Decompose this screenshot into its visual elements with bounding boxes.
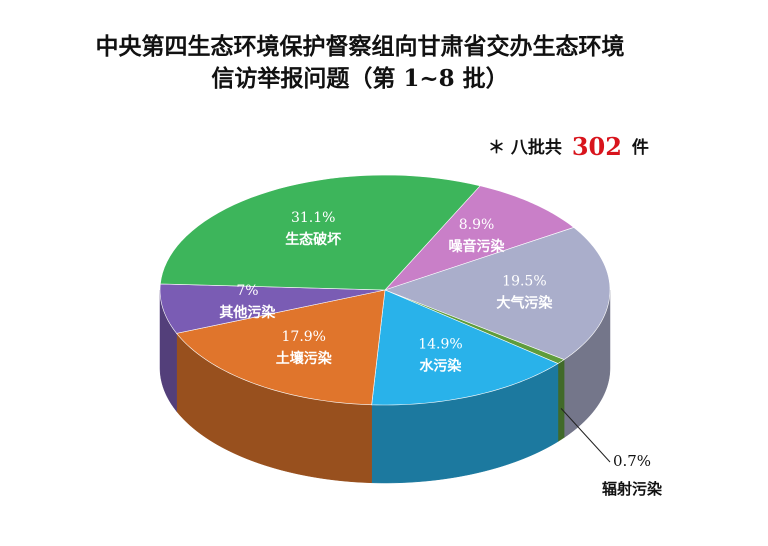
value-label: 31.1% [291, 210, 335, 226]
category-label: 大气污染 [496, 295, 553, 312]
value-label: 8.9% [459, 217, 495, 233]
slice [159, 283, 386, 335]
chart-title: 中央第四生态环境保护督察组向甘肃省交办生态环境 [96, 33, 625, 60]
value-label: 0.7% [613, 452, 651, 470]
category-label: 噪音污染 [449, 238, 506, 255]
slice [176, 289, 386, 406]
note: ＊ 八批共 302 件 [488, 132, 649, 161]
category-label: 其他污染 [219, 304, 276, 321]
value-label: 14.9% [418, 336, 462, 352]
slice [384, 185, 575, 291]
slice [384, 227, 611, 360]
value-label: 17.9% [282, 329, 326, 345]
slice [371, 289, 559, 406]
category-label: 生态破坏 [285, 231, 341, 248]
leader-line [560, 408, 611, 463]
value-label: 7% [236, 283, 258, 299]
note-unit: 件 [632, 137, 649, 158]
chart-subtitle: 信访举报问题（第 1~8 批） [211, 65, 508, 92]
slice [160, 174, 481, 291]
category-label: 辐射污染 [602, 480, 663, 498]
note-count: 302 [572, 132, 622, 161]
slice-side [557, 359, 565, 442]
note-prefix: ＊ 八批共 [488, 137, 562, 158]
value-label: 19.5% [502, 274, 546, 290]
category-label: 水污染 [419, 357, 462, 374]
slice [384, 289, 565, 364]
category-label: 土壤污染 [276, 350, 333, 367]
